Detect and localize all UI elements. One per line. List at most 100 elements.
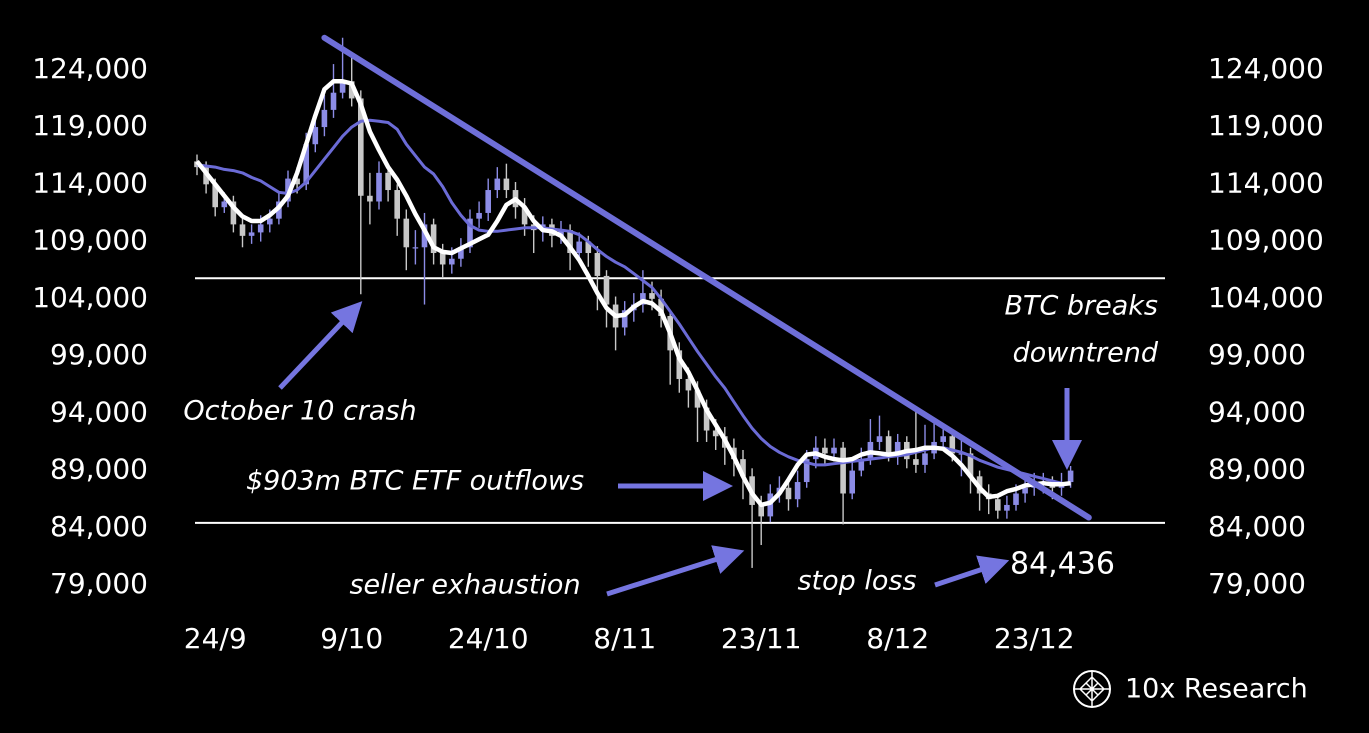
candle-body [449,258,455,265]
y-tick-label: 104,000 [32,281,148,314]
y-tick-label: 124,000 [32,52,148,85]
x-tick-label: 23/11 [721,622,802,655]
annotation-arrow [934,555,1010,588]
annotation: stop loss [797,566,916,597]
annotation: downtrend [1013,338,1159,369]
candle-body [567,230,573,254]
candle-body [803,459,810,483]
x-tick-label: 24/9 [184,622,247,655]
candle-body [594,253,601,276]
candle-body [694,390,701,408]
candle-body [621,310,628,328]
candle-body [967,453,974,477]
y-tick-label: 119,000 [32,109,148,142]
candle-body [913,459,919,465]
x-tick-label: 23/12 [994,622,1075,655]
candle-body [1004,504,1010,511]
candle-body [458,247,464,259]
y2-tick-label: 104,000 [1208,281,1324,314]
candle-body [339,81,346,93]
candle-body [212,184,218,208]
candle-body [248,232,255,236]
candle-body [822,447,828,454]
candle-body [894,441,901,454]
y2-tick-label: 99,000 [1208,338,1306,371]
trendline [321,34,1092,521]
y2-tick-label: 79,000 [1208,567,1306,600]
candles [194,37,1074,568]
annotation: October 10 crash [183,396,416,427]
y-tick-label: 89,000 [50,453,148,486]
y2-tick-label: 94,000 [1208,395,1306,428]
y-tick-label: 79,000 [50,567,148,600]
candle-body [758,504,764,517]
candle-body [1013,493,1019,505]
candle-body [294,178,300,185]
candle-body [439,253,446,265]
moving-average-line [195,79,1071,508]
candle-body [576,241,582,254]
candle-body [403,218,410,248]
candle-body [267,218,273,225]
candle-body [685,378,692,391]
candle-body [230,201,237,225]
y2-tick-label: 84,000 [1208,510,1306,543]
candle-body [885,436,892,454]
y-tick-label: 84,000 [50,510,148,543]
candle-body [876,436,883,442]
candle-body [1067,470,1074,483]
candle-body [358,98,364,196]
candle-body [521,207,528,225]
candle-body [958,453,965,455]
candle-body [239,224,246,236]
candle-body [303,144,309,185]
candle-body [385,172,391,191]
y-tick-label: 94,000 [50,395,148,428]
y2-tick-label: 109,000 [1208,224,1324,257]
candle-body [995,499,1001,511]
y-tick-label: 99,000 [50,338,148,371]
candle-body [467,218,473,248]
candle-body [940,436,946,442]
logo-text: 10x Research [1125,674,1308,705]
annotation: $903m BTC ETF outflows [246,466,584,497]
y-tick-label: 114,000 [32,166,148,199]
y2-tick-label: 124,000 [1208,52,1324,85]
candle-body [312,127,319,145]
candle-body [831,447,837,454]
logo-pattern [1074,671,1110,707]
candle-body [476,212,482,219]
candle-body [785,487,792,500]
candle-body [421,224,428,248]
x-tick-label: 24/10 [448,622,529,655]
candle-body [712,430,719,437]
candle-body [503,178,510,191]
y2-tick-label: 89,000 [1208,453,1306,486]
annotation-arrow [606,545,745,597]
candle-body [430,224,437,254]
candle-body [221,201,228,208]
candle-body [794,482,801,500]
candle-body [603,275,610,305]
candle-body [321,109,328,128]
candle-body [703,407,710,431]
y2-tick-label: 119,000 [1208,109,1324,142]
y2-tick-label: 114,000 [1208,166,1324,199]
candle-body [849,470,855,494]
annotation-arrow [278,301,363,390]
candle-body [949,436,956,454]
candle-body [485,190,491,213]
candle-body [412,247,419,249]
candle-body [640,293,646,305]
candle-body [558,230,564,236]
x-tick-label: 8/11 [593,622,656,655]
annotation: BTC breaks [1004,291,1158,322]
candle-body [376,172,382,202]
y-tick-label: 109,000 [32,224,148,257]
logo: 10x Research [1073,670,1308,708]
x-tick-label: 9/10 [320,622,383,655]
line-label: 84,436 [1010,546,1115,581]
candle-body [649,293,655,299]
candle-body [585,241,592,254]
